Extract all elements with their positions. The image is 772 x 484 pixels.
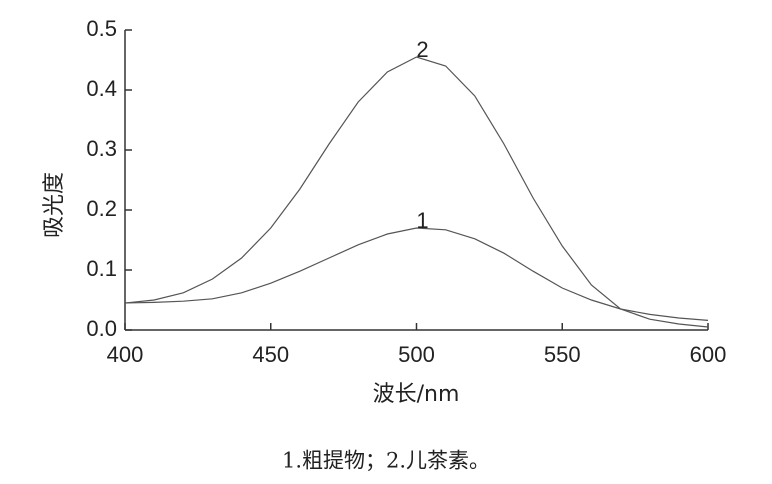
- y-tick-label: 0.0: [86, 316, 117, 341]
- y-tick-label: 0.2: [86, 196, 117, 221]
- x-tick-label: 450: [252, 342, 289, 367]
- x-tick-label: 400: [107, 342, 144, 367]
- y-tick-label: 0.4: [86, 76, 117, 101]
- line-series: [124, 56, 709, 328]
- y-tick-label: 0.5: [86, 16, 117, 41]
- y-tick-label: 0.1: [86, 256, 117, 281]
- caption: 1.粗提物；2.儿茶素。: [282, 449, 490, 473]
- line-series: [124, 227, 709, 321]
- x-tick-label: 500: [398, 342, 435, 367]
- y-axis-label: 吸光度: [42, 172, 67, 238]
- series-label: 1: [416, 208, 428, 233]
- x-axis-label: 波长/nm: [373, 382, 460, 407]
- y-tick-label: 0.3: [86, 136, 117, 161]
- series-label: 2: [416, 37, 428, 62]
- x-tick-label: 550: [544, 342, 581, 367]
- x-tick-label: 600: [690, 342, 727, 367]
